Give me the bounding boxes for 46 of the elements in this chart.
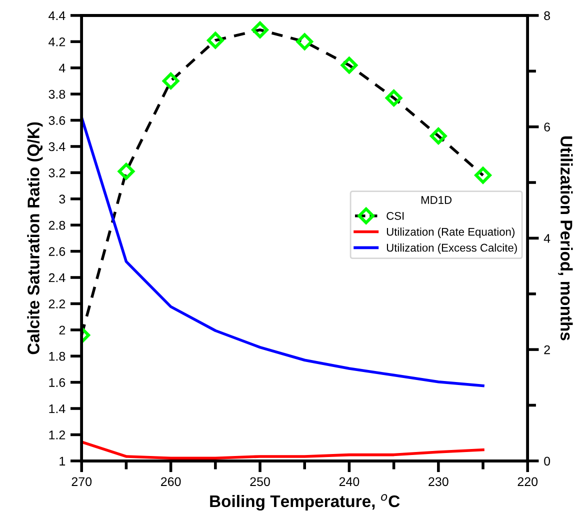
point [340, 56, 358, 74]
point [474, 166, 492, 184]
y-tick-label: 3.4 [48, 142, 66, 152]
point [296, 33, 314, 50]
point [118, 162, 135, 180]
y-tick-label: 4 [58, 64, 66, 72]
x-tick-label: 240 [339, 477, 360, 486]
x-tick-label: 220 [518, 477, 538, 486]
x-axis-title: Boiling Temperature, $^{o}$C [210, 494, 400, 511]
y2-tick-label: 8 [544, 11, 550, 20]
y-tick-label: 3 [59, 194, 66, 204]
y-tick-label: 4.2 [48, 37, 66, 46]
y-tick-label: 3.2 [48, 168, 66, 178]
y2-tick-label: 0 [544, 456, 550, 466]
y-tick-label: 2.8 [48, 220, 66, 230]
x-tick-label: 250 [250, 477, 270, 486]
y-tick-label: 3.8 [48, 90, 66, 99]
y-tick-label: 2.6 [48, 247, 66, 256]
y-tick-label: 2.4 [48, 273, 66, 282]
y-tick-label: 2.2 [48, 300, 66, 308]
y-tick-label: 3.6 [48, 116, 66, 125]
legend-label: Utilization (Rate Equation) [386, 228, 514, 238]
y-tick-label: 1.8 [49, 352, 66, 361]
y2-axis-title: Utilization Period, months [558, 136, 573, 340]
y-tick-label: 4.4 [48, 11, 66, 20]
legend-label: Utilization (Excess Calcite) [386, 244, 517, 254]
y-tick-label: 1 [60, 456, 66, 466]
y-axis-title: Calcite Saturation Ratio (Q/K) [27, 122, 43, 354]
y-tick-label: 1.6 [49, 378, 66, 387]
point [207, 32, 224, 49]
y-tick-label: 2 [59, 326, 66, 334]
y2-tick-label: 2 [544, 345, 550, 354]
legend-label: CSI [386, 212, 404, 220]
point [162, 72, 180, 90]
line-series [82, 440, 484, 460]
x-tick-label: 230 [428, 477, 448, 486]
point [252, 21, 268, 38]
y-tick-label: 1.4 [49, 404, 66, 414]
legend-title: MD1D [421, 196, 452, 204]
y2-tick-label: 4 [544, 234, 550, 243]
y-tick-label: 1.2 [49, 430, 66, 440]
x-tick-label: 270 [72, 477, 92, 486]
point [430, 128, 447, 144]
y2-tick-label: 6 [544, 122, 550, 132]
x-tick-label: 260 [161, 477, 181, 486]
point [385, 90, 402, 106]
